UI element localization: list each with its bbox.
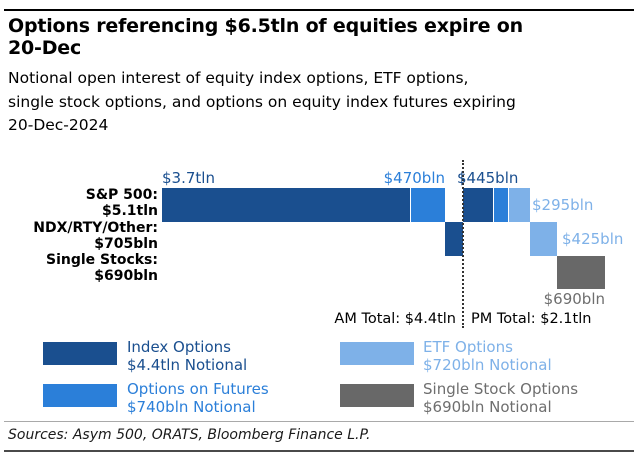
legend-swatch-index-options <box>43 342 117 365</box>
pm-total-label: PM Total: $2.1tln <box>471 311 592 327</box>
subtitle-line-2: single stock options, and options on equ… <box>8 92 516 111</box>
value-label-470bln: $470bln <box>383 169 445 187</box>
bar-singlestocks-pm-single-stock-options <box>557 256 605 289</box>
subtitle-line-1: Notional open interest of equity index o… <box>8 69 469 87</box>
legend-etf-options-label: ETF Options <box>423 338 513 356</box>
bar-ndx-am-index-options <box>445 222 463 256</box>
legend-single-stock-options-label: Single Stock Options <box>423 380 579 398</box>
top-rule <box>4 9 634 11</box>
page-title: Options referencing $6.5tln of equities … <box>8 15 523 59</box>
legend-item-etf-options: ETF Options $720bln Notional <box>423 338 552 374</box>
bar-ndx-pm-etf-options <box>530 222 557 256</box>
bar-sp500-am-index-options <box>162 188 410 222</box>
legend-item-options-on-futures: Options on Futures $740bln Notional <box>127 380 269 416</box>
row-label-ndx-value: $705bln <box>94 235 158 252</box>
legend-swatch-options-on-futures <box>43 384 117 407</box>
legend-options-on-futures-label: Options on Futures <box>127 380 269 398</box>
legend-index-options-label: Index Options <box>127 338 231 356</box>
bottom-rule <box>4 450 634 452</box>
legend-single-stock-options-value: $690bln Notional <box>423 397 552 416</box>
value-label-295bln: $295bln <box>532 196 594 214</box>
legend-swatch-etf-options <box>340 342 414 365</box>
title-line-1: Options referencing $6.5tln of equities … <box>8 15 523 37</box>
row-label-singlestocks-name: Single Stocks: <box>46 252 158 268</box>
value-label-690bln: $690bln <box>543 290 605 308</box>
legend-index-options-value: $4.4tln Notional <box>127 355 248 374</box>
row-label-sp500-name: S&P 500: <box>85 187 158 203</box>
row-label-singlestocks: Single Stocks: $690bln <box>0 252 158 284</box>
am-total-label: AM Total: $4.4tln <box>334 311 456 327</box>
legend-item-index-options: Index Options $4.4tln Notional <box>127 338 248 374</box>
row-label-singlestocks-value: $690bln <box>94 267 158 284</box>
value-label-3-7tln: $3.7tln <box>162 169 215 187</box>
bar-sp500-pm-options-on-futures <box>493 188 508 222</box>
legend-item-single-stock-options: Single Stock Options $690bln Notional <box>423 380 579 416</box>
bar-sp500-am-options-on-futures <box>410 188 445 222</box>
legend-etf-options-value: $720bln Notional <box>423 355 552 374</box>
row-label-sp500: S&P 500: $5.1tln <box>0 187 158 219</box>
legend-swatch-single-stock-options <box>340 384 414 407</box>
row-label-ndx: NDX/RTY/Other: $705bln <box>0 220 158 252</box>
value-label-445bln: $445bln <box>457 169 519 187</box>
title-line-2: 20-Dec <box>8 37 82 59</box>
row-label-sp500-value: $5.1tln <box>102 202 158 219</box>
sources-top-rule <box>4 421 634 422</box>
sources-text: Sources: Asym 500, ORATS, Bloomberg Fina… <box>8 427 371 443</box>
value-label-425bln: $425bln <box>562 230 624 248</box>
row-label-ndx-name: NDX/RTY/Other: <box>33 220 158 236</box>
legend-options-on-futures-value: $740bln Notional <box>127 397 256 416</box>
bar-sp500-pm-index-options <box>463 188 493 222</box>
subtitle-line-3: 20-Dec-2024 <box>8 116 109 134</box>
am-pm-divider-line <box>462 160 464 328</box>
bar-sp500-pm-etf-options <box>508 188 530 222</box>
chart-subtitle: Notional open interest of equity index o… <box>8 67 516 138</box>
